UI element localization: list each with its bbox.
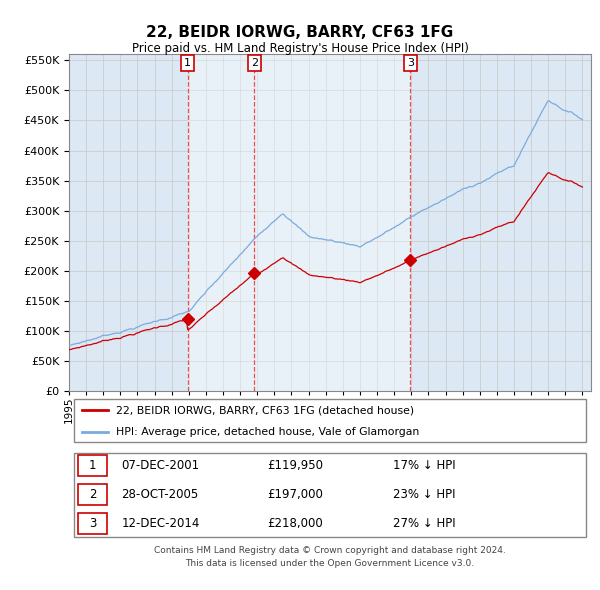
Text: 3: 3 xyxy=(407,58,414,68)
Bar xyxy=(188,54,410,391)
Text: 3: 3 xyxy=(89,517,97,530)
Text: This data is licensed under the Open Government Licence v3.0.: This data is licensed under the Open Gov… xyxy=(185,559,475,568)
FancyBboxPatch shape xyxy=(79,455,107,476)
Text: £119,950: £119,950 xyxy=(268,459,323,472)
Text: 12-DEC-2014: 12-DEC-2014 xyxy=(121,517,200,530)
Text: £218,000: £218,000 xyxy=(268,517,323,530)
FancyBboxPatch shape xyxy=(79,484,107,505)
FancyBboxPatch shape xyxy=(74,399,586,442)
Text: Price paid vs. HM Land Registry's House Price Index (HPI): Price paid vs. HM Land Registry's House … xyxy=(131,42,469,55)
Text: HPI: Average price, detached house, Vale of Glamorgan: HPI: Average price, detached house, Vale… xyxy=(116,427,419,437)
Text: £197,000: £197,000 xyxy=(268,488,323,501)
Text: 2: 2 xyxy=(89,488,97,501)
Text: 27% ↓ HPI: 27% ↓ HPI xyxy=(392,517,455,530)
Text: 17% ↓ HPI: 17% ↓ HPI xyxy=(392,459,455,472)
Text: 28-OCT-2005: 28-OCT-2005 xyxy=(121,488,199,501)
FancyBboxPatch shape xyxy=(74,453,586,537)
Text: 1: 1 xyxy=(184,58,191,68)
Text: 1: 1 xyxy=(89,459,97,472)
Text: 22, BEIDR IORWG, BARRY, CF63 1FG (detached house): 22, BEIDR IORWG, BARRY, CF63 1FG (detach… xyxy=(116,406,414,415)
FancyBboxPatch shape xyxy=(79,513,107,535)
Text: 2: 2 xyxy=(251,58,258,68)
Text: 07-DEC-2001: 07-DEC-2001 xyxy=(121,459,199,472)
Text: 23% ↓ HPI: 23% ↓ HPI xyxy=(392,488,455,501)
Text: Contains HM Land Registry data © Crown copyright and database right 2024.: Contains HM Land Registry data © Crown c… xyxy=(154,546,506,555)
Text: 22, BEIDR IORWG, BARRY, CF63 1FG: 22, BEIDR IORWG, BARRY, CF63 1FG xyxy=(146,25,454,40)
